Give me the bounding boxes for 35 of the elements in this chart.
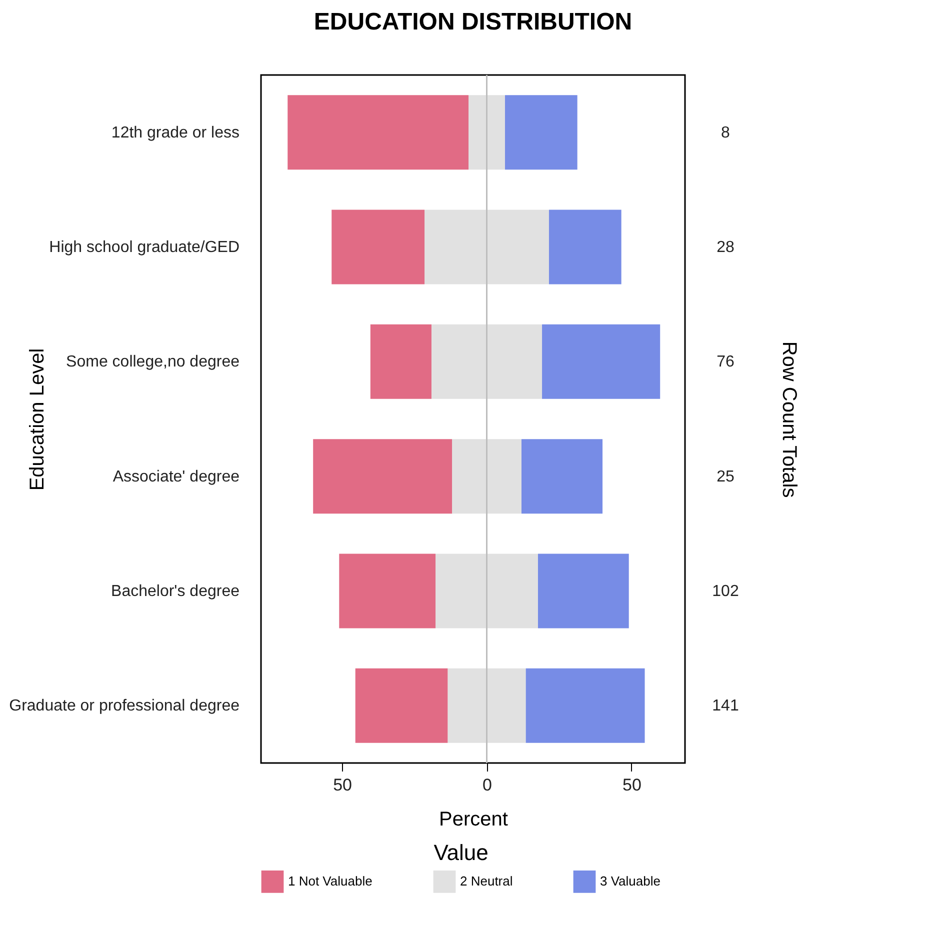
text: 102 [712, 583, 739, 600]
text: 76 [716, 354, 734, 371]
y-tick-label: 12th grade or less [111, 124, 240, 142]
bar [355, 668, 448, 743]
bar [332, 210, 425, 284]
legend-label: 3 Valuable [600, 874, 660, 889]
x-tick-label: 50 [333, 776, 352, 794]
bar [521, 439, 603, 514]
bar [542, 324, 660, 399]
y-tick-label: Associate' degree [112, 468, 240, 486]
y-tick-label: Bachelor's degree [111, 583, 240, 600]
chart-title: EDUCATION DISTRIBUTION [314, 8, 632, 36]
y-tick-label: Graduate or professional degree [9, 698, 240, 715]
x-axis-title: Percent [439, 808, 508, 830]
bar [370, 324, 432, 399]
y-axis-title: Education Level [26, 348, 48, 491]
bar [504, 95, 578, 170]
y-tick-label: High school graduate/GED [49, 239, 240, 256]
text: 25 [716, 468, 734, 486]
bar [288, 95, 469, 170]
bar [548, 210, 622, 284]
legend-label: 2 Neutral [460, 874, 513, 889]
legend-title: Value [434, 840, 488, 865]
bar [339, 554, 436, 628]
y-tick-label: Some college,no degree [66, 354, 240, 371]
text: 141 [712, 698, 739, 715]
legend-label: 1 Not Valuable [288, 874, 372, 889]
text: 8 [721, 124, 730, 142]
x-tick-label: 0 [482, 776, 492, 794]
x-tick-label: 50 [622, 776, 642, 794]
y2-axis-title: Row Count Totals [778, 341, 800, 498]
text: 28 [716, 239, 734, 256]
bar [538, 554, 629, 628]
bar [526, 668, 645, 743]
bar [313, 439, 452, 514]
